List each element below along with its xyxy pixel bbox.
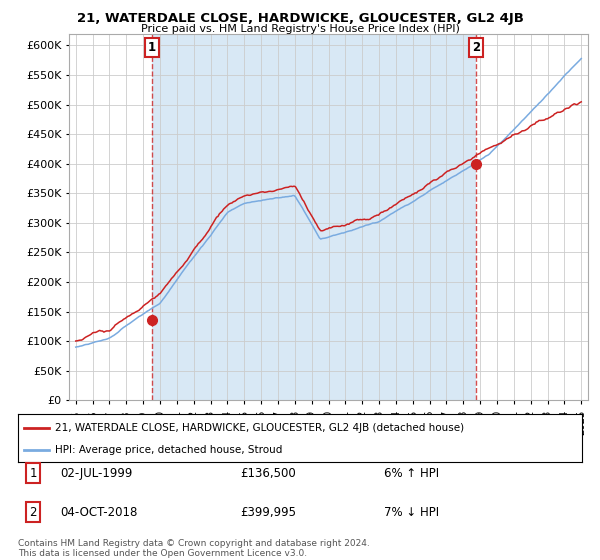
Text: Price paid vs. HM Land Registry's House Price Index (HPI): Price paid vs. HM Land Registry's House … bbox=[140, 24, 460, 34]
Bar bbox=[152, 34, 476, 400]
Text: HPI: Average price, detached house, Stroud: HPI: Average price, detached house, Stro… bbox=[55, 445, 282, 455]
Text: 2: 2 bbox=[472, 41, 480, 54]
Text: Contains HM Land Registry data © Crown copyright and database right 2024.
This d: Contains HM Land Registry data © Crown c… bbox=[18, 539, 370, 558]
Text: 7% ↓ HPI: 7% ↓ HPI bbox=[384, 506, 439, 519]
Text: 21, WATERDALE CLOSE, HARDWICKE, GLOUCESTER, GL2 4JB: 21, WATERDALE CLOSE, HARDWICKE, GLOUCEST… bbox=[77, 12, 523, 25]
Text: 02-JUL-1999: 02-JUL-1999 bbox=[60, 466, 133, 480]
Text: 1: 1 bbox=[148, 41, 155, 54]
Text: £136,500: £136,500 bbox=[240, 466, 296, 480]
Text: 1: 1 bbox=[29, 466, 37, 480]
Text: 2: 2 bbox=[29, 506, 37, 519]
Text: £399,995: £399,995 bbox=[240, 506, 296, 519]
Text: 21, WATERDALE CLOSE, HARDWICKE, GLOUCESTER, GL2 4JB (detached house): 21, WATERDALE CLOSE, HARDWICKE, GLOUCEST… bbox=[55, 423, 464, 433]
Text: 6% ↑ HPI: 6% ↑ HPI bbox=[384, 466, 439, 480]
Text: 04-OCT-2018: 04-OCT-2018 bbox=[60, 506, 137, 519]
